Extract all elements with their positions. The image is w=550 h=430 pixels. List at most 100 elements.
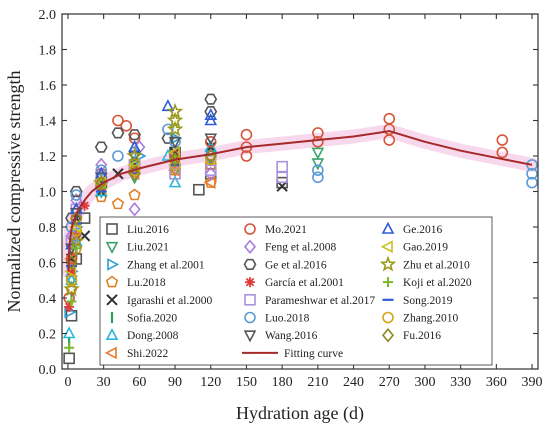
fit-line-group [67, 130, 533, 272]
legend-marker [381, 221, 395, 234]
x-tick-label: 90 [168, 375, 182, 390]
data-point [169, 167, 181, 180]
data-point [120, 120, 133, 132]
data-point [71, 243, 82, 254]
data-point [112, 114, 124, 127]
y-tick-label: 0.8 [39, 221, 57, 236]
legend-item: Parameshwar et al.2017 [244, 293, 375, 307]
data-point [276, 160, 288, 173]
tick-labels: 0 30 60 90 120 150 180 210 240 270 300 330 360 390 0.0… [39, 8, 543, 390]
legend-label: Zhu et al.2010 [403, 259, 470, 271]
legend-marker [383, 277, 393, 288]
legend-item: Mo.2021 [244, 223, 307, 236]
data-point [526, 167, 538, 180]
legend-label: Sofia.2020 [127, 313, 177, 325]
legend-marker [243, 258, 257, 270]
data-point [526, 176, 538, 189]
y-tick-label: 1.2 [39, 150, 57, 165]
legend-marker [381, 327, 395, 343]
legend-item: Fu.2016 [381, 327, 441, 343]
axes [61, 13, 539, 370]
data-point [204, 166, 217, 181]
legend-marker [244, 223, 256, 235]
data-point [78, 212, 91, 224]
data-point [111, 127, 125, 139]
y-tick-label: 0.2 [39, 328, 57, 343]
y-tick-label: 1.0 [39, 186, 57, 201]
x-tick-label: 330 [450, 375, 471, 390]
x-tick-label: 210 [307, 375, 328, 390]
x-tick-label: 300 [414, 375, 435, 390]
data-point [94, 141, 108, 153]
y-axis-title: Normalized compressive strength [4, 71, 24, 313]
data-point [312, 171, 324, 184]
legend-label: Zhang.2010 [403, 313, 459, 325]
legend-item: Zhang et al.2001 [107, 258, 205, 271]
data-point [193, 183, 205, 196]
data-point [63, 352, 75, 365]
legend-item: García et al.2001 [245, 277, 344, 289]
data-point [63, 280, 80, 297]
data-point [312, 127, 324, 139]
data-point [383, 134, 396, 146]
data-point [496, 134, 509, 146]
y-tick-label: 0.0 [39, 363, 57, 378]
legend-marker [244, 311, 256, 324]
legend-item: Zhu et al.2010 [379, 255, 470, 272]
x-tick-label: 360 [486, 375, 507, 390]
legend-label: Parameshwar et al.2017 [265, 295, 375, 307]
legend-item: Ge et al.2016 [243, 258, 327, 271]
data-point [204, 93, 218, 105]
legend-label: Song.2019 [403, 295, 453, 307]
x-tick-label: 120 [200, 375, 221, 390]
legend-marker [243, 330, 257, 343]
data-point [69, 185, 83, 198]
legend-marker [380, 240, 393, 254]
data-point [70, 210, 83, 226]
data-point [312, 164, 324, 176]
legend-marker [105, 275, 119, 288]
legend-label: Liu.2021 [127, 242, 169, 254]
y-tick-label: 1.6 [39, 79, 57, 94]
legend-marker [106, 223, 118, 235]
y-tick-label: 1.4 [39, 115, 57, 130]
x-tick-label: 180 [272, 375, 293, 390]
x-tick-label: 150 [236, 375, 257, 390]
data-point [79, 200, 90, 211]
legend-item: Luo.2018 [244, 311, 310, 325]
legend-label: Mo.2021 [265, 224, 307, 236]
legend-box [99, 216, 493, 366]
data-point [168, 137, 182, 150]
legend-label: Liu.2016 [127, 224, 169, 236]
legend-marker [106, 294, 118, 306]
legend-item: Fitting curve [242, 348, 343, 360]
legend-marker [105, 241, 119, 254]
data-point [62, 326, 76, 339]
data-point [169, 152, 182, 167]
legend-label: Wang.2016 [265, 330, 318, 342]
data-point [126, 147, 143, 164]
legend-label: Fitting curve [284, 348, 343, 360]
data-point [128, 188, 141, 201]
x-tick-label: 0 [64, 375, 71, 390]
data-point [204, 133, 218, 146]
data-point [204, 136, 217, 148]
legend-item: Shi.2022 [104, 346, 168, 360]
legend-item: Koji et al.2020 [383, 277, 472, 289]
y-tick-label: 0.4 [39, 292, 57, 307]
data-point [64, 301, 75, 312]
y-tick-label: 1.8 [39, 44, 57, 59]
data-point [95, 175, 108, 190]
legend-item: Liu.2021 [105, 241, 169, 254]
x-tick-label: 30 [97, 375, 111, 390]
legend-marker [379, 255, 397, 272]
data-point [128, 164, 141, 176]
data-point [65, 235, 78, 247]
data-point [161, 99, 175, 112]
data-point [312, 136, 324, 148]
legend-label: Feng et al.2008 [265, 242, 336, 254]
data-point [240, 150, 253, 162]
x-tick-label: 240 [343, 375, 364, 390]
legend-marker [245, 277, 255, 288]
